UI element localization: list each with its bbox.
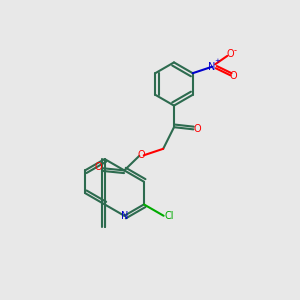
Text: O: O xyxy=(226,50,234,59)
Text: O: O xyxy=(137,150,145,160)
Text: O: O xyxy=(94,162,102,172)
Text: N: N xyxy=(121,211,128,221)
Text: +: + xyxy=(214,58,220,64)
Text: Cl: Cl xyxy=(164,211,174,221)
Text: O: O xyxy=(229,71,237,81)
Text: -: - xyxy=(233,46,236,55)
Text: O: O xyxy=(193,124,201,134)
Text: N: N xyxy=(208,62,216,72)
